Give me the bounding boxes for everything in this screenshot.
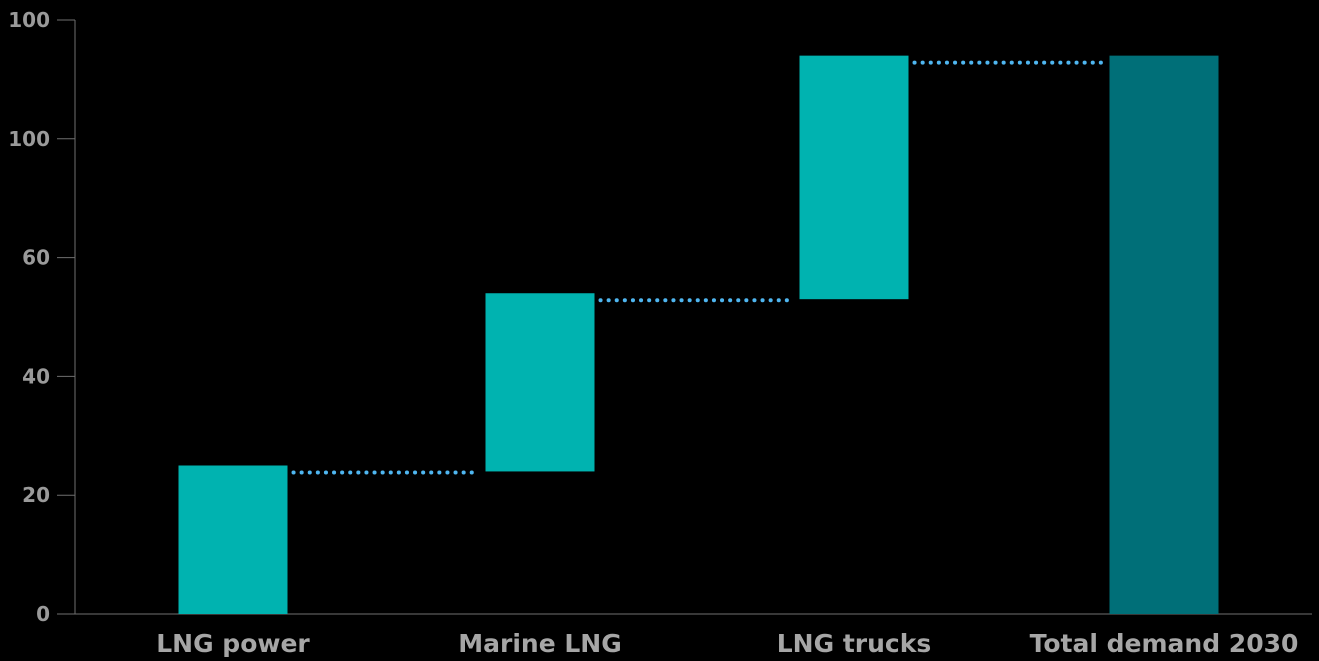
y-tick-label: 40: [22, 364, 50, 388]
connectors-layer: [291, 60, 1106, 475]
bar-marine-lng: [485, 293, 595, 472]
x-category-label: LNG power: [156, 629, 310, 658]
bar-lng-power: [178, 465, 288, 614]
bar-total-demand-2030: [1109, 55, 1219, 614]
x-category-label: Marine LNG: [458, 629, 621, 658]
x-category-label: LNG trucks: [777, 629, 931, 658]
y-tick-label: 20: [22, 483, 50, 507]
y-tick-label: 100: [8, 127, 50, 151]
labels-layer: 0 20 40 60 100 100 LNG power Marine LNG LNG truc…: [8, 8, 1298, 658]
y-tick-label: 60: [22, 246, 50, 270]
bar-lng-trucks: [799, 55, 909, 300]
y-tick-label: 100: [8, 8, 50, 32]
x-category-label: Total demand 2030: [1030, 629, 1299, 658]
y-tick-label: 0: [36, 602, 50, 626]
bars-layer: [178, 55, 1219, 614]
